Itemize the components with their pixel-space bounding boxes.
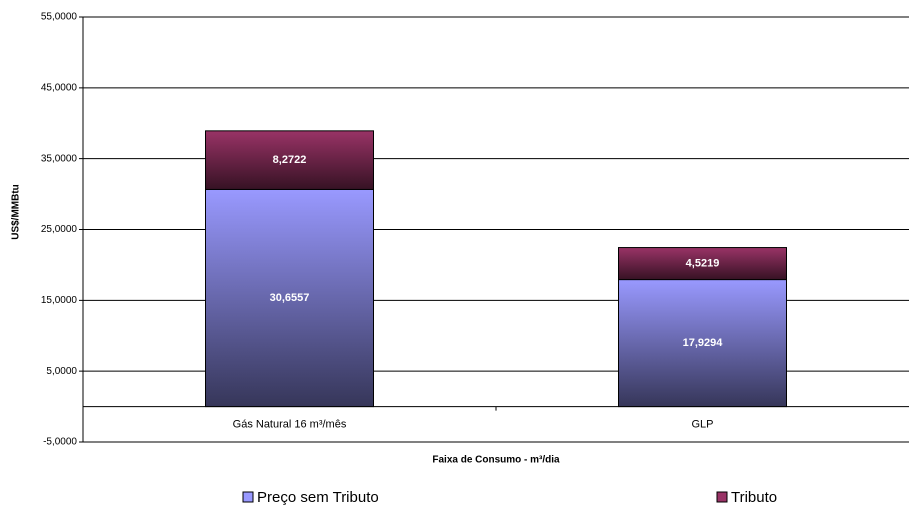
data-label: 4,5219 [686, 257, 720, 269]
legend-label: Preço sem Tributo [257, 489, 379, 506]
data-label: 30,6557 [270, 292, 310, 304]
y-axis-title: US$/MMBtu [11, 184, 22, 240]
legend-swatch [242, 491, 254, 503]
y-tick-label: 5,0000 [46, 366, 77, 377]
bar-segment [205, 130, 374, 190]
data-label: 17,9294 [683, 337, 724, 349]
y-tick-label: 25,0000 [41, 224, 78, 235]
x-tick-label: Gás Natural 16 m³/mês [233, 418, 347, 430]
bar-segment [618, 279, 787, 408]
x-axis-title: Faixa de Consumo - m³/dia [432, 455, 560, 466]
legend-label: Tributo [731, 489, 777, 506]
y-tick-label: 15,0000 [41, 295, 78, 306]
data-label: 8,2722 [273, 154, 307, 166]
legend-swatch [716, 491, 728, 503]
y-tick-label: 45,0000 [41, 82, 78, 93]
y-tick-label: 55,0000 [41, 12, 78, 23]
y-tick-label: 35,0000 [41, 153, 78, 164]
y-tick-label: -5,0000 [43, 437, 77, 448]
x-tick-label: GLP [691, 418, 713, 430]
bar-segment [618, 247, 787, 281]
